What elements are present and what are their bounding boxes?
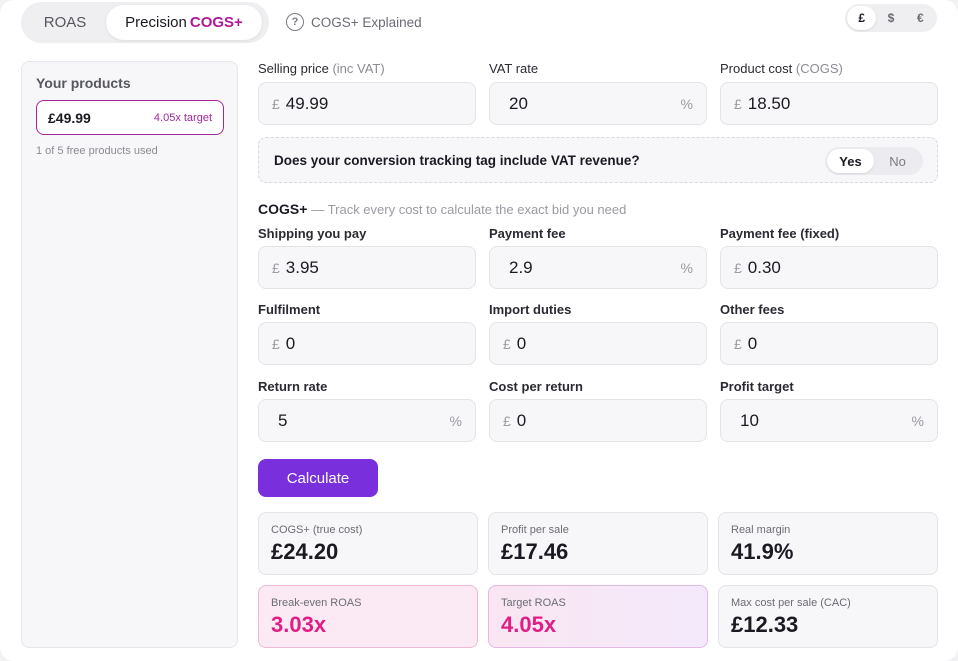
result-label: Profit per sale [501,524,569,536]
cogs-explained-link[interactable]: ? COGS+ Explained [286,12,422,32]
mode-precision-button[interactable]: Precision COGS+ [106,5,262,40]
mode-toggle: ROAS Precision COGS+ [21,2,269,43]
import-duties-label: Import duties [489,302,572,317]
product-cost-label-muted: (COGS) [795,61,843,76]
cost-per-return-prefix: £ [503,412,511,429]
profit-target-field[interactable]: % [720,399,938,442]
result-value: 41.9% [731,539,794,564]
payment-fee-fixed-prefix: £ [734,259,742,276]
result-value: 3.03x [271,612,327,637]
fulfilment-field[interactable]: £ [258,322,476,365]
selling-price-label: Selling price (inc VAT) [258,61,385,76]
percent-suffix: % [911,412,924,429]
selling-price-field[interactable]: £ [258,82,476,125]
result-label: COGS+ (true cost) [271,524,363,536]
product-target: 4.05x target [153,111,212,124]
result-cogs-true-cost: COGS+ (true cost) £24.20 [258,512,478,575]
result-value: £17.46 [501,539,569,564]
payment-fee-input[interactable] [509,257,675,278]
product-cost-prefix: £ [734,95,742,112]
selling-price-input[interactable] [285,93,462,114]
product-cost-label: Product cost (COGS) [720,61,843,76]
other-fees-input[interactable] [747,333,924,354]
currency-usd-button[interactable]: $ [887,11,895,25]
currency-gbp-button[interactable]: £ [847,6,877,30]
result-target-roas: Target ROAS 4.05x [488,585,708,648]
result-label: Break-even ROAS [271,597,362,609]
currency-switcher: £ $ € [845,4,937,32]
selling-price-prefix: £ [272,95,280,112]
result-max-cac: Max cost per sale (CAC) £12.33 [718,585,938,648]
vat-rate-label: VAT rate [489,61,539,76]
fulfilment-prefix: £ [272,335,280,352]
import-duties-input[interactable] [516,333,693,354]
result-label: Real margin [731,524,791,536]
import-duties-prefix: £ [503,335,511,352]
products-sidebar: Your products £49.99 4.05x target 1 of 5… [21,61,238,648]
sidebar-title: Your products [36,75,131,91]
import-duties-field[interactable]: £ [489,322,707,365]
cost-per-return-label: Cost per return [489,379,583,394]
vat-revenue-question: Does your conversion tracking tag includ… [258,137,938,183]
return-rate-label: Return rate [258,379,328,394]
percent-suffix: % [680,95,693,112]
product-cost-field[interactable]: £ [720,82,938,125]
fulfilment-input[interactable] [285,333,462,354]
currency-eur-button[interactable]: € [916,11,924,25]
cogs-section-title: COGS+ [258,201,308,217]
result-value: £12.33 [731,612,799,637]
question-circle-icon: ? [286,13,304,31]
other-fees-label: Other fees [720,302,785,317]
product-cost-input[interactable] [747,93,924,114]
vat-yes-button[interactable]: Yes [827,149,874,173]
cogs-explained-label: COGS+ Explained [311,14,422,30]
payment-fee-fixed-input[interactable] [747,257,924,278]
product-price: £49.99 [48,109,91,126]
result-profit-per-sale: Profit per sale £17.46 [488,512,708,575]
vat-rate-input[interactable] [509,93,675,114]
cogs-section-heading: COGS+ — Track every cost to calculate th… [258,201,626,217]
cogs-section-subtitle: — Track every cost to calculate the exac… [311,202,627,217]
payment-fee-fixed-field[interactable]: £ [720,246,938,289]
return-rate-input[interactable] [278,410,444,431]
shipping-prefix: £ [272,259,280,276]
fulfilment-label: Fulfilment [258,302,321,317]
percent-suffix: % [680,259,693,276]
other-fees-field[interactable]: £ [720,322,938,365]
calculate-button[interactable]: Calculate [258,459,378,497]
selling-price-label-text: Selling price [258,61,329,76]
profit-target-label: Profit target [720,379,794,394]
vat-rate-field[interactable]: % [489,82,707,125]
shipping-label: Shipping you pay [258,226,367,241]
return-rate-field[interactable]: % [258,399,476,442]
result-value: 4.05x [501,612,557,637]
vat-no-button[interactable]: No [889,153,906,169]
result-real-margin: Real margin 41.9% [718,512,938,575]
mode-precision-label: Precision [125,14,187,31]
product-card[interactable]: £49.99 4.05x target [36,100,224,135]
vat-question-text: Does your conversion tracking tag includ… [274,153,640,168]
result-label: Target ROAS [501,597,566,609]
vat-yes-no-toggle: Yes No [825,147,923,175]
payment-fee-label: Payment fee [489,226,566,241]
profit-target-input[interactable] [740,410,906,431]
payment-fee-fixed-label: Payment fee (fixed) [720,226,840,241]
mode-roas-button[interactable]: ROAS [43,14,87,31]
free-products-note: 1 of 5 free products used [36,145,158,157]
result-value: £24.20 [271,539,339,564]
other-fees-prefix: £ [734,335,742,352]
result-break-even-roas: Break-even ROAS 3.03x [258,585,478,648]
shipping-input[interactable] [285,257,462,278]
cost-per-return-field[interactable]: £ [489,399,707,442]
percent-suffix: % [449,412,462,429]
mode-precision-accent: COGS+ [189,14,243,31]
cost-per-return-input[interactable] [516,410,693,431]
shipping-field[interactable]: £ [258,246,476,289]
result-label: Max cost per sale (CAC) [731,597,851,609]
selling-price-label-muted: (inc VAT) [332,61,385,76]
product-cost-label-text: Product cost [720,61,793,76]
payment-fee-field[interactable]: % [489,246,707,289]
